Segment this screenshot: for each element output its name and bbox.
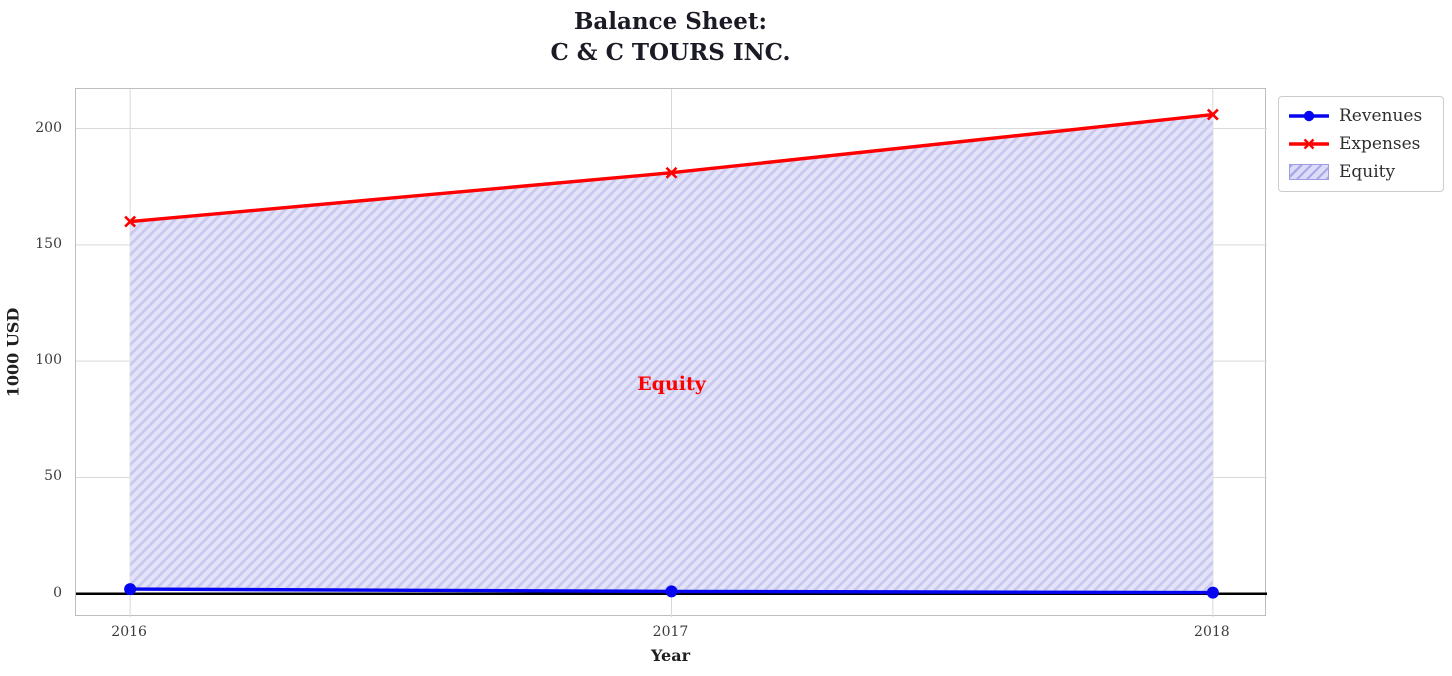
y-tick-label: 200 <box>35 119 62 136</box>
legend-item-revenues: Revenues <box>1289 105 1433 127</box>
chart-title-line1: Balance Sheet: <box>573 8 768 35</box>
x-axis-label: Year <box>650 646 690 665</box>
legend-label-revenues: Revenues <box>1339 106 1423 126</box>
y-tick-label: 150 <box>35 235 62 252</box>
x-tick-label: 2017 <box>652 624 689 640</box>
y-tick-label: 100 <box>35 352 62 369</box>
x-tick-label: 2018 <box>1194 624 1230 640</box>
revenues-line-icon <box>1289 110 1329 122</box>
expenses-swatch-marker <box>1303 138 1315 150</box>
revenues-swatch-marker <box>1303 110 1315 122</box>
equity-annotation: Equity <box>637 373 706 396</box>
y-tick-label: 50 <box>44 468 62 485</box>
equity-hatch-icon <box>1289 164 1329 180</box>
expenses-line-icon <box>1289 138 1329 150</box>
chart-title-line2: C & C TOURS INC. <box>550 39 791 66</box>
y-tick-label: 0 <box>53 584 62 601</box>
chart-title: Balance Sheet: C & C TOURS INC. <box>75 6 1266 68</box>
legend-label-expenses: Expenses <box>1339 134 1421 154</box>
x-tick-label: 2016 <box>111 624 147 640</box>
chart-canvas <box>76 89 1267 617</box>
plot-area: Equity <box>75 88 1267 617</box>
legend-label-equity: Equity <box>1339 162 1396 182</box>
legend-item-equity: Equity <box>1289 161 1433 183</box>
legend-item-expenses: Expenses <box>1289 133 1433 155</box>
legend: Revenues Expenses Equity <box>1278 96 1444 192</box>
